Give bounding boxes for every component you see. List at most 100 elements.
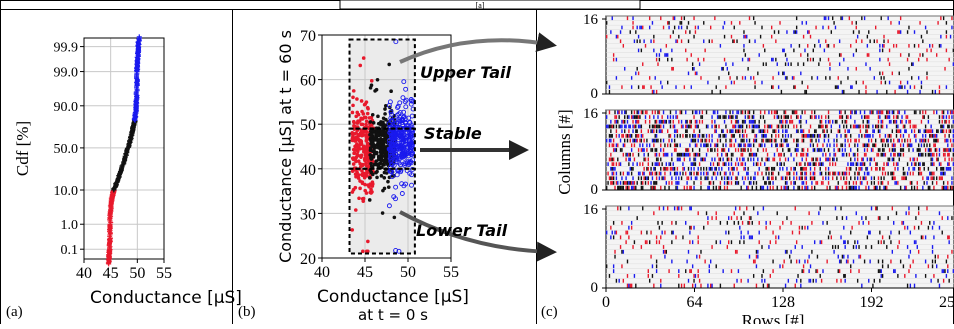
cell [732, 171, 734, 176]
cell [866, 148, 869, 152]
cell [628, 235, 630, 240]
cell [743, 138, 745, 143]
cell [850, 138, 852, 143]
cell [642, 110, 644, 115]
cell [802, 138, 805, 143]
cell [937, 21, 939, 25]
cell [690, 225, 692, 230]
cell [768, 110, 770, 115]
cell [798, 44, 801, 48]
cell [786, 176, 788, 181]
cell [819, 274, 821, 278]
cell [948, 124, 950, 129]
data-point [353, 208, 358, 212]
cell [775, 143, 777, 148]
cell [714, 166, 716, 171]
cell [895, 129, 898, 134]
cell [927, 176, 930, 181]
cell [912, 171, 914, 176]
cell [665, 152, 668, 157]
cell [906, 162, 909, 166]
data-point [409, 98, 414, 104]
cell [690, 206, 692, 211]
cell [902, 171, 905, 176]
cell [813, 129, 816, 134]
cell [612, 148, 615, 152]
cell [775, 57, 777, 62]
cell [628, 115, 630, 119]
cell [744, 143, 747, 148]
cell [940, 129, 942, 134]
data-point [364, 132, 369, 137]
cell [924, 148, 927, 152]
cell [836, 278, 838, 283]
cell [683, 166, 686, 171]
cell [872, 283, 874, 288]
cell [930, 129, 932, 134]
cell [847, 66, 849, 71]
cell [776, 110, 778, 115]
cell [822, 143, 824, 148]
cell [913, 124, 916, 129]
cell [686, 57, 688, 62]
cell [877, 181, 880, 185]
cell [723, 171, 726, 176]
cell [929, 220, 931, 225]
cell [881, 44, 884, 48]
cell [906, 171, 909, 176]
cell [827, 157, 830, 162]
cell [883, 176, 885, 181]
cell [626, 230, 629, 235]
cell [755, 138, 758, 143]
cell [606, 80, 608, 85]
cell [700, 115, 702, 119]
cell [615, 119, 618, 124]
cell [844, 110, 846, 115]
cell [863, 148, 866, 152]
data-point [408, 101, 414, 107]
cell [818, 162, 820, 166]
cell [762, 44, 765, 48]
cell [632, 25, 634, 30]
cell [805, 89, 808, 94]
cell [947, 166, 949, 171]
cell [877, 240, 880, 245]
cell [722, 134, 724, 138]
cell [740, 138, 742, 143]
x-axis-label: Rows [#] [742, 311, 805, 324]
cell [736, 157, 738, 162]
cell [782, 129, 784, 134]
cell [766, 124, 769, 129]
cell [947, 254, 949, 259]
cell [610, 152, 612, 157]
cell [615, 129, 618, 134]
cell [811, 76, 813, 80]
cell [931, 225, 934, 230]
cell [834, 25, 837, 30]
cell [838, 62, 841, 66]
cell [746, 124, 748, 129]
cell [866, 44, 869, 48]
cell [952, 185, 954, 190]
cell [912, 259, 914, 264]
cell [743, 119, 745, 124]
cell [606, 138, 608, 143]
cell [881, 148, 884, 152]
cell [761, 138, 763, 143]
cell [671, 57, 673, 62]
cell [872, 129, 874, 134]
cell [836, 134, 838, 138]
cell [612, 162, 615, 166]
cell [836, 138, 838, 143]
cell [661, 176, 663, 181]
cell [642, 143, 644, 148]
cell [926, 30, 928, 34]
cell [719, 115, 722, 119]
cell [908, 206, 910, 211]
cell [838, 53, 841, 57]
data-point [355, 97, 359, 101]
cell [795, 278, 798, 283]
cell [730, 143, 733, 148]
cell [621, 119, 623, 124]
cell [859, 124, 862, 129]
